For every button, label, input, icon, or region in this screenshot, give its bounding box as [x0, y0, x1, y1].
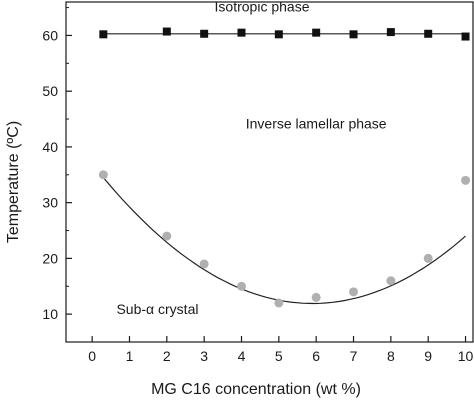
x-tick-label: 4 — [238, 348, 246, 364]
circle-point — [274, 298, 284, 308]
y-axis-title: Temperature (ºC) — [5, 121, 22, 243]
square-point — [274, 30, 283, 39]
circle-point — [349, 287, 359, 297]
data-points — [98, 27, 471, 308]
circle-point — [311, 292, 321, 302]
x-tick-label: 6 — [312, 348, 320, 364]
lamellar-fit-curve — [102, 177, 466, 305]
circle-point — [162, 231, 172, 241]
circle-point — [199, 259, 209, 269]
x-tick-label: 7 — [350, 348, 358, 364]
fit-lines — [102, 33, 466, 305]
square-point — [424, 29, 433, 38]
square-point — [162, 27, 171, 36]
x-tick-label: 8 — [387, 348, 395, 364]
axes: 0 1 2 3 4 5 6 7 8 9 10 10 20 30 40 50 60 — [42, 1, 474, 364]
x-tick-label: 0 — [88, 348, 96, 364]
annotations: Isotropic phase Inverse lamellar phase Sub… — [116, 0, 386, 317]
y-tick-label: 20 — [42, 250, 58, 266]
square-point — [312, 28, 321, 37]
x-tick-label: 2 — [163, 348, 171, 364]
circle-point — [236, 281, 246, 291]
isotropic-phase-label: Isotropic phase — [215, 0, 310, 14]
y-tick-label: 30 — [42, 195, 58, 211]
circle-point — [423, 253, 433, 263]
sub-alpha-crystal-label: Sub-α crystal — [116, 301, 198, 317]
square-point — [200, 29, 209, 38]
x-axis-title: MG C16 concentration (wt %) — [151, 381, 361, 398]
square-point — [461, 32, 470, 41]
plot-frame — [65, 1, 474, 343]
y-tick-label: 50 — [42, 83, 58, 99]
x-tick-label: 3 — [200, 348, 208, 364]
circle-point — [461, 175, 471, 185]
square-point — [349, 30, 358, 39]
y-tick-label: 10 — [42, 306, 58, 322]
x-tick-label: 10 — [458, 348, 474, 364]
square-point — [99, 30, 108, 39]
circle-point — [386, 276, 396, 286]
square-point — [237, 28, 246, 37]
x-tick-label: 9 — [424, 348, 432, 364]
x-tick-label: 1 — [126, 348, 134, 364]
x-tick-label: 5 — [275, 348, 283, 364]
inverse-lamellar-phase-label: Inverse lamellar phase — [246, 116, 387, 132]
square-point — [386, 28, 395, 37]
y-tick-label: 40 — [42, 139, 58, 155]
circle-point — [98, 170, 108, 180]
y-tick-label: 60 — [42, 27, 58, 43]
